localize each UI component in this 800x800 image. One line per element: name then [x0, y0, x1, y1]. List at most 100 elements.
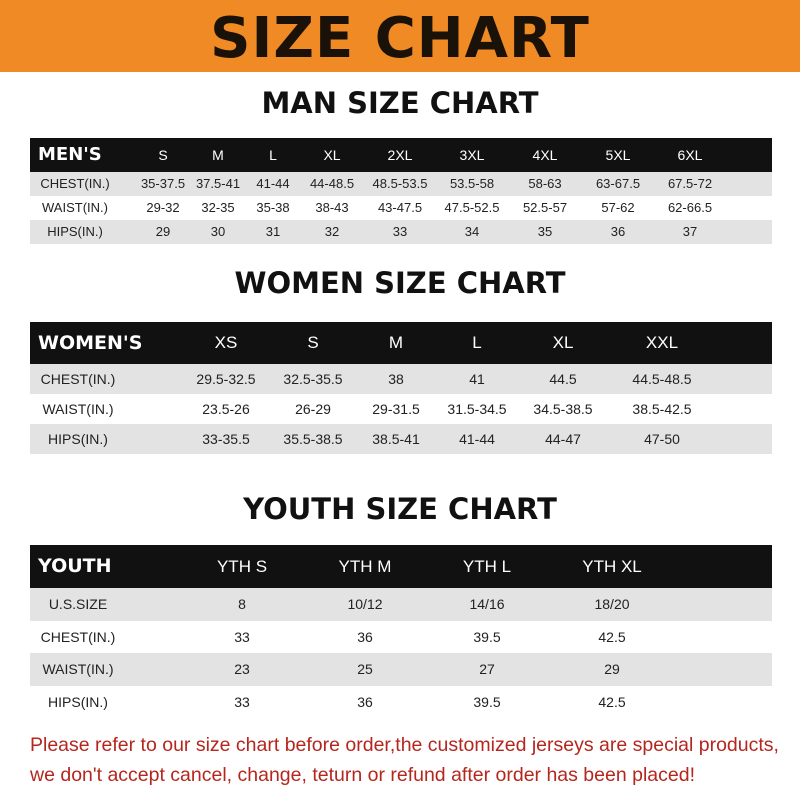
table-cell: 44-48.5: [309, 176, 355, 191]
table-title-cell: MEN'S: [38, 144, 102, 165]
table-cell: 25: [357, 661, 373, 677]
men-header-row: MEN'S S M L XL 2XL 3XL 4XL 5XL 6XL: [30, 138, 772, 172]
women-heading: WOMEN SIZE CHART: [234, 266, 566, 300]
table-cell: 39.5: [473, 628, 501, 645]
table-row: CHEST(IN.) 33 36 39.5 42.5: [30, 620, 772, 653]
measure-label-cell: WAIST(IN.): [42, 200, 108, 215]
table-cell: 29-31.5: [372, 401, 420, 417]
size-header-cell: M: [388, 333, 404, 352]
men-size-table: MEN'S S M L XL 2XL 3XL 4XL 5XL 6XL CHEST(IN.) 35-37…: [30, 138, 772, 244]
table-cell: 33-35.5: [202, 431, 250, 447]
table-row: CHEST(IN.) 35-37.5 37.5-41 41-44 44-48.5 48.5…: [30, 172, 772, 196]
notice-line-1: Please refer to our size chart before or…: [30, 734, 779, 756]
table-cell: 29.5-32.5: [196, 371, 256, 387]
table-cell: 37.5-41: [195, 176, 241, 191]
table-cell: 30: [210, 224, 226, 239]
table-row: U.S.SIZE 8 10/12 14/16 18/20: [30, 588, 772, 621]
table-cell: 29: [155, 224, 171, 239]
size-header-cell: XL: [552, 333, 574, 352]
table-cell: 29: [604, 661, 620, 677]
measure-label-cell: HIPS(IN.): [48, 693, 108, 710]
banner-title: SIZE CHART: [210, 6, 590, 71]
table-cell: 14/16: [469, 596, 505, 612]
table-cell: 44-47: [545, 431, 581, 447]
table-cell: 62-66.5: [667, 200, 713, 215]
table-cell: 35: [537, 224, 553, 239]
measure-label-cell: HIPS(IN.): [47, 224, 103, 239]
table-row: CHEST(IN.) 29.5-32.5 32.5-35.5 38 41 44.5 44.5…: [30, 364, 772, 394]
table-cell: 52.5-57: [522, 200, 568, 215]
size-header-cell: S: [307, 333, 319, 352]
measure-label-cell: CHEST(IN.): [40, 371, 116, 387]
table-cell: 8: [238, 596, 246, 612]
size-header-cell: XXL: [645, 333, 679, 352]
table-cell: 27: [479, 661, 495, 677]
youth-heading: YOUTH SIZE CHART: [243, 492, 557, 526]
youth-size-table: YOUTH YTH S YTH M YTH L YTH XL U.S.SIZE 8 10/12…: [30, 545, 772, 718]
table-cell: 42.5: [598, 693, 626, 710]
measure-label-cell: CHEST(IN.): [40, 628, 116, 645]
table-cell: 31.5-34.5: [447, 401, 507, 417]
size-header-cell: 5XL: [605, 147, 631, 163]
table-cell: 10/12: [347, 596, 383, 612]
table-cell: 41: [469, 371, 485, 387]
table-cell: 33: [392, 224, 408, 239]
table-cell: 33: [234, 693, 250, 710]
youth-header-row: YOUTH YTH S YTH M YTH L YTH XL: [30, 545, 772, 588]
size-header-cell: S: [158, 147, 168, 163]
table-cell: 35-37.5: [140, 176, 186, 191]
notice-line-2: we don't accept cancel, change, teturn o…: [30, 764, 695, 786]
table-cell: 57-62: [601, 200, 635, 215]
title-banner: SIZE CHART: [0, 0, 800, 72]
table-cell: 42.5: [598, 628, 626, 645]
table-cell: 23: [234, 661, 250, 677]
table-cell: 23.5-26: [202, 401, 250, 417]
measure-label-cell: WAIST(IN.): [42, 661, 114, 677]
table-cell: 38-43: [315, 200, 349, 215]
table-cell: 58-63: [528, 176, 562, 191]
table-cell: 38.5-41: [372, 431, 420, 447]
size-header-cell: XL: [323, 147, 341, 163]
table-title-cell: WOMEN'S: [38, 332, 143, 354]
measure-label-cell: WAIST(IN.): [42, 401, 114, 417]
men-heading: MAN SIZE CHART: [261, 86, 539, 120]
table-cell: 39.5: [473, 693, 501, 710]
table-cell: 34.5-38.5: [533, 401, 593, 417]
table-cell: 47-50: [644, 431, 680, 447]
size-header-cell: 4XL: [532, 147, 558, 163]
table-cell: 34: [464, 224, 480, 239]
table-cell: 36: [610, 224, 626, 239]
size-header-cell: 3XL: [459, 147, 485, 163]
table-cell: 36: [357, 628, 373, 645]
table-cell: 37: [682, 224, 698, 239]
size-header-cell: XS: [214, 333, 238, 352]
size-header-cell: YTH M: [338, 557, 392, 576]
table-cell: 44.5-48.5: [632, 371, 692, 387]
table-cell: 67.5-72: [667, 176, 713, 191]
table-cell: 53.5-58: [449, 176, 495, 191]
measure-label-cell: U.S.SIZE: [48, 596, 108, 612]
table-row: WAIST(IN.) 23.5-26 26-29 29-31.5 31.5-34.5 34…: [30, 394, 772, 424]
table-row: HIPS(IN.) 33 36 39.5 42.5: [30, 685, 772, 718]
table-row: HIPS(IN.) 33-35.5 35.5-38.5 38.5-41 41-44 44-…: [30, 424, 772, 454]
size-header-cell: YTH XL: [582, 557, 642, 576]
women-header-row: WOMEN'S XS S M L XL XXL: [30, 322, 772, 364]
size-header-cell: YTH S: [216, 557, 268, 576]
table-cell: 44.5: [549, 371, 577, 387]
table-cell: 38.5-42.5: [632, 401, 692, 417]
table-cell: 32.5-35.5: [283, 371, 343, 387]
size-header-cell: 6XL: [677, 147, 703, 163]
table-row: WAIST(IN.) 29-32 32-35 35-38 38-43 43-47.5 47.…: [30, 196, 772, 220]
table-cell: 26-29: [295, 401, 331, 417]
size-header-cell: 2XL: [387, 147, 413, 163]
table-row: WAIST(IN.) 23 25 27 29: [30, 653, 772, 686]
size-header-cell: L: [269, 147, 277, 163]
table-cell: 18/20: [594, 596, 630, 612]
table-row: HIPS(IN.) 29 30 31 32 33 34 35 36 37: [30, 220, 772, 244]
table-cell: 32-35: [201, 200, 235, 215]
table-title-cell: YOUTH: [38, 555, 112, 577]
table-cell: 47.5-52.5: [444, 200, 500, 215]
table-cell: 32: [324, 224, 340, 239]
size-header-cell: L: [472, 333, 482, 352]
